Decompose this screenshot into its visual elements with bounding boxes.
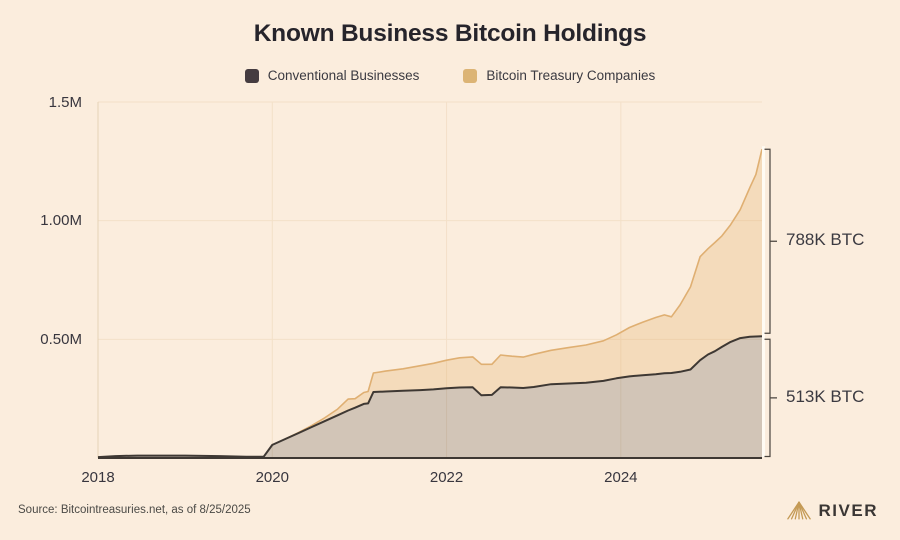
x-axis-label: 2024 <box>604 469 638 486</box>
page-title: Known Business Bitcoin Holdings <box>253 20 647 47</box>
river-logo: RIVER <box>786 499 878 522</box>
chart-legend: Conventional Businesses Bitcoin Treasury… <box>0 68 900 83</box>
brand-name: RIVER <box>818 500 878 520</box>
x-axis-label: 2020 <box>255 469 289 486</box>
treasury-line <box>284 149 763 440</box>
conventional-swatch-icon <box>244 68 259 83</box>
legend-item-conventional: Conventional Businesses <box>244 68 420 83</box>
river-mountain-icon <box>786 501 811 520</box>
y-axis-label: 1.00M <box>40 212 82 230</box>
treasury-total-annotation: 788K BTC <box>786 230 865 250</box>
x-axis-label: 2022 <box>429 469 464 486</box>
legend-label-treasury: Bitcoin Treasury Companies <box>486 68 656 83</box>
bracket-conventional <box>764 338 777 458</box>
legend-label-conventional: Conventional Businesses <box>267 68 420 83</box>
source-note: Source: Bitcointreasuries.net, as of 8/2… <box>18 504 251 516</box>
conventional-line <box>97 335 763 459</box>
y-axis-label: 1.5M <box>48 93 82 111</box>
bracket-treasury <box>764 148 777 334</box>
legend-item-treasury: Bitcoin Treasury Companies <box>463 68 655 83</box>
treasury-swatch-icon <box>463 68 478 83</box>
conventional-area <box>98 336 762 458</box>
treasury-area <box>98 149 762 458</box>
x-axis-label: 2018 <box>81 469 115 486</box>
conventional-total-annotation: 513K BTC <box>786 386 865 406</box>
y-axis-label: 0.50M <box>40 330 82 348</box>
